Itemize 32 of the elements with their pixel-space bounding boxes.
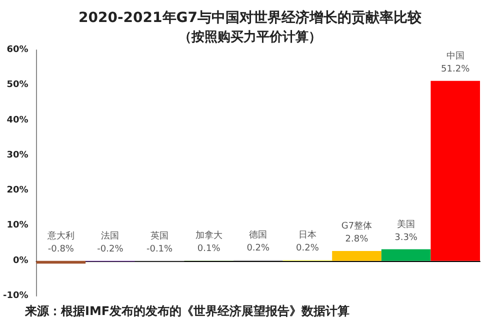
source-note: 来源：根据IMF发布的发布的《世界经济展望报告》数据计算 <box>24 304 350 318</box>
y-tick-label: 20% <box>6 186 28 196</box>
bar <box>430 80 480 261</box>
data-label: 0.2% <box>296 244 320 254</box>
y-tick-label: 40% <box>6 115 28 126</box>
data-label: 51.2% <box>441 64 470 74</box>
x-tick-label: 意大利 <box>46 230 74 242</box>
data-label: -0.8% <box>48 244 74 254</box>
chart-title: 2020-2021年G7与中国对世界经济增长的贡献率比较 <box>78 9 422 26</box>
x-tick-label: G7整体 <box>341 220 372 232</box>
x-tick-label: 加拿大 <box>195 230 222 242</box>
data-label: 2.8% <box>345 234 369 245</box>
chart-subtitle: （按照购买力平价计算） <box>178 29 322 45</box>
y-tick-label: 0% <box>12 256 28 266</box>
y-tick-label: 30% <box>6 150 28 160</box>
x-tick-label: 英国 <box>150 230 169 242</box>
x-tick-label: 美国 <box>397 218 416 230</box>
y-tick-label: -10% <box>2 291 28 301</box>
y-tick-label: 50% <box>6 80 28 90</box>
data-label: 3.3% <box>394 232 418 243</box>
y-tick-label: 60% <box>6 45 28 55</box>
data-label: -0.2% <box>97 244 124 254</box>
bar <box>381 249 431 261</box>
x-tick-label: 中国 <box>446 50 464 62</box>
x-tick-label: 日本 <box>298 230 316 241</box>
bar <box>332 251 382 261</box>
x-tick-label: 德国 <box>249 230 268 241</box>
data-label: 0.1% <box>197 244 221 254</box>
data-label: -0.1% <box>146 244 174 254</box>
data-label: 0.2% <box>246 244 270 254</box>
y-tick-label: 10% <box>6 220 28 231</box>
x-tick-label: 法国 <box>101 230 120 242</box>
